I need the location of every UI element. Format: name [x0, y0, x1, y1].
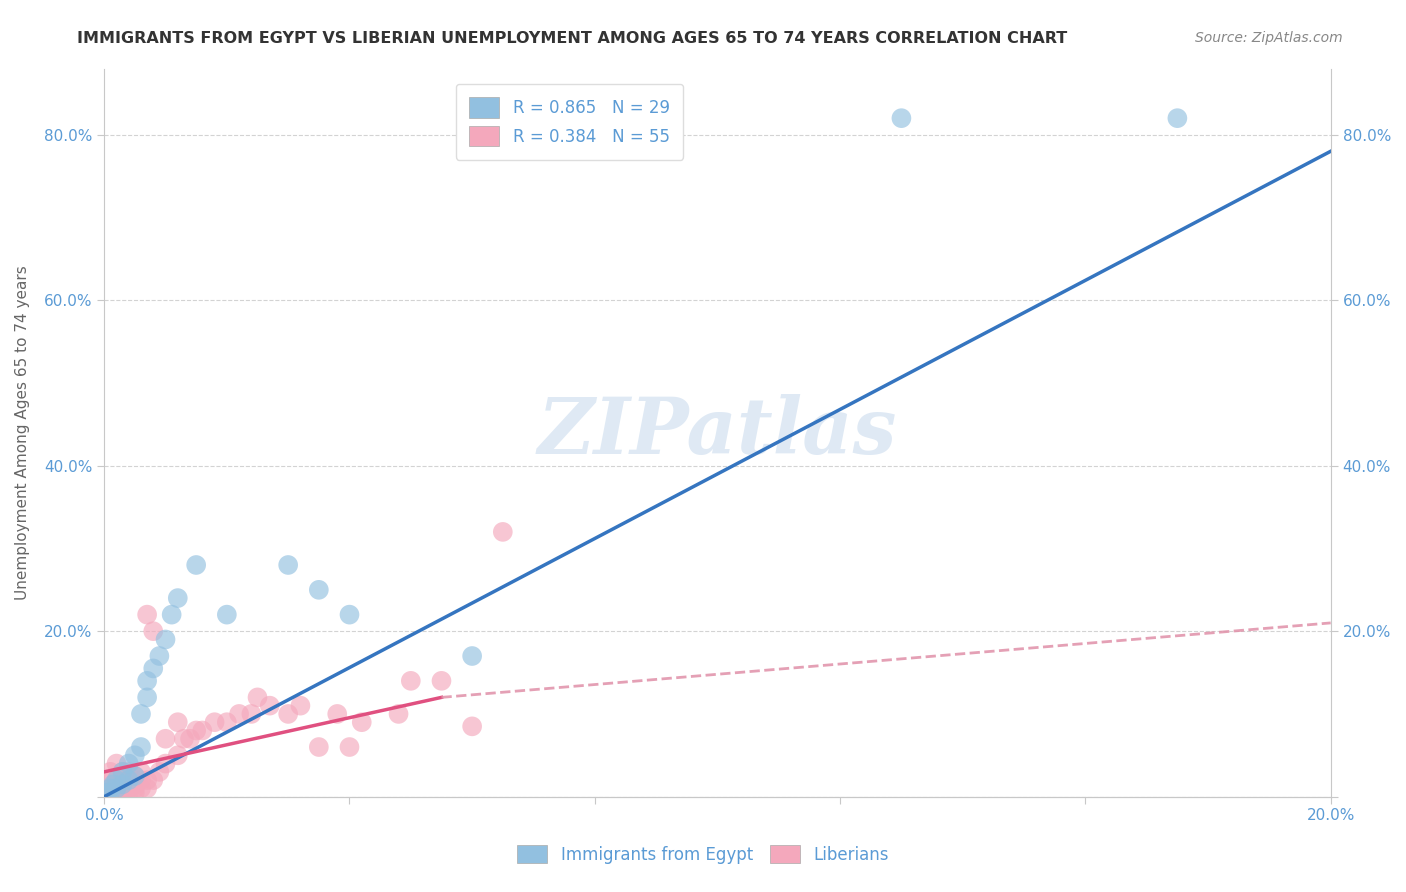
- Y-axis label: Unemployment Among Ages 65 to 74 years: Unemployment Among Ages 65 to 74 years: [15, 265, 30, 600]
- Point: [118, 764, 141, 779]
- Point: [118, 773, 141, 788]
- Point: [1166, 111, 1188, 125]
- Point: [277, 558, 299, 572]
- Point: [160, 607, 183, 622]
- Point: [277, 706, 299, 721]
- Point: [129, 781, 152, 796]
- Point: [204, 715, 226, 730]
- Point: [105, 785, 128, 799]
- Point: [111, 777, 134, 791]
- Point: [111, 764, 134, 779]
- Point: [166, 591, 188, 606]
- Point: [166, 748, 188, 763]
- Point: [105, 781, 128, 796]
- Point: [173, 731, 195, 746]
- Point: [98, 773, 121, 788]
- Point: [259, 698, 281, 713]
- Point: [166, 715, 188, 730]
- Point: [124, 769, 146, 783]
- Point: [98, 781, 121, 796]
- Point: [124, 748, 146, 763]
- Point: [461, 719, 484, 733]
- Point: [215, 715, 238, 730]
- Point: [105, 756, 128, 771]
- Point: [387, 706, 409, 721]
- Point: [111, 781, 134, 796]
- Point: [142, 661, 165, 675]
- Point: [155, 632, 177, 647]
- Point: [98, 785, 121, 799]
- Point: [105, 773, 128, 788]
- Point: [228, 706, 250, 721]
- Point: [890, 111, 912, 125]
- Point: [136, 781, 159, 796]
- Point: [124, 781, 146, 796]
- Point: [96, 785, 118, 799]
- Point: [98, 764, 121, 779]
- Point: [136, 673, 159, 688]
- Point: [111, 773, 134, 788]
- Point: [124, 769, 146, 783]
- Point: [142, 624, 165, 639]
- Legend: R = 0.865   N = 29, R = 0.384   N = 55: R = 0.865 N = 29, R = 0.384 N = 55: [456, 84, 683, 160]
- Point: [430, 673, 453, 688]
- Point: [118, 785, 141, 799]
- Point: [118, 756, 141, 771]
- Point: [129, 773, 152, 788]
- Point: [308, 582, 330, 597]
- Point: [129, 739, 152, 754]
- Point: [98, 785, 121, 799]
- Point: [142, 773, 165, 788]
- Point: [124, 785, 146, 799]
- Point: [191, 723, 214, 738]
- Point: [136, 773, 159, 788]
- Point: [98, 781, 121, 796]
- Point: [124, 777, 146, 791]
- Point: [105, 781, 128, 796]
- Point: [339, 739, 361, 754]
- Point: [155, 731, 177, 746]
- Point: [179, 731, 201, 746]
- Point: [461, 648, 484, 663]
- Point: [290, 698, 312, 713]
- Point: [129, 764, 152, 779]
- Point: [399, 673, 422, 688]
- Point: [96, 785, 118, 799]
- Text: IMMIGRANTS FROM EGYPT VS LIBERIAN UNEMPLOYMENT AMONG AGES 65 TO 74 YEARS CORRELA: IMMIGRANTS FROM EGYPT VS LIBERIAN UNEMPL…: [77, 31, 1067, 46]
- Point: [105, 773, 128, 788]
- Text: ZIPatlas: ZIPatlas: [537, 394, 897, 471]
- Point: [339, 607, 361, 622]
- Point: [136, 607, 159, 622]
- Point: [215, 607, 238, 622]
- Point: [308, 739, 330, 754]
- Point: [186, 558, 208, 572]
- Point: [111, 764, 134, 779]
- Legend: Immigrants from Egypt, Liberians: Immigrants from Egypt, Liberians: [510, 838, 896, 871]
- Text: Source: ZipAtlas.com: Source: ZipAtlas.com: [1195, 31, 1343, 45]
- Point: [240, 706, 263, 721]
- Point: [148, 648, 170, 663]
- Point: [136, 690, 159, 705]
- Point: [103, 777, 125, 791]
- Point: [350, 715, 373, 730]
- Point: [118, 781, 141, 796]
- Point: [155, 756, 177, 771]
- Point: [148, 764, 170, 779]
- Point: [326, 706, 349, 721]
- Point: [246, 690, 269, 705]
- Point: [111, 785, 134, 799]
- Point: [129, 706, 152, 721]
- Point: [118, 773, 141, 788]
- Point: [492, 524, 515, 539]
- Point: [186, 723, 208, 738]
